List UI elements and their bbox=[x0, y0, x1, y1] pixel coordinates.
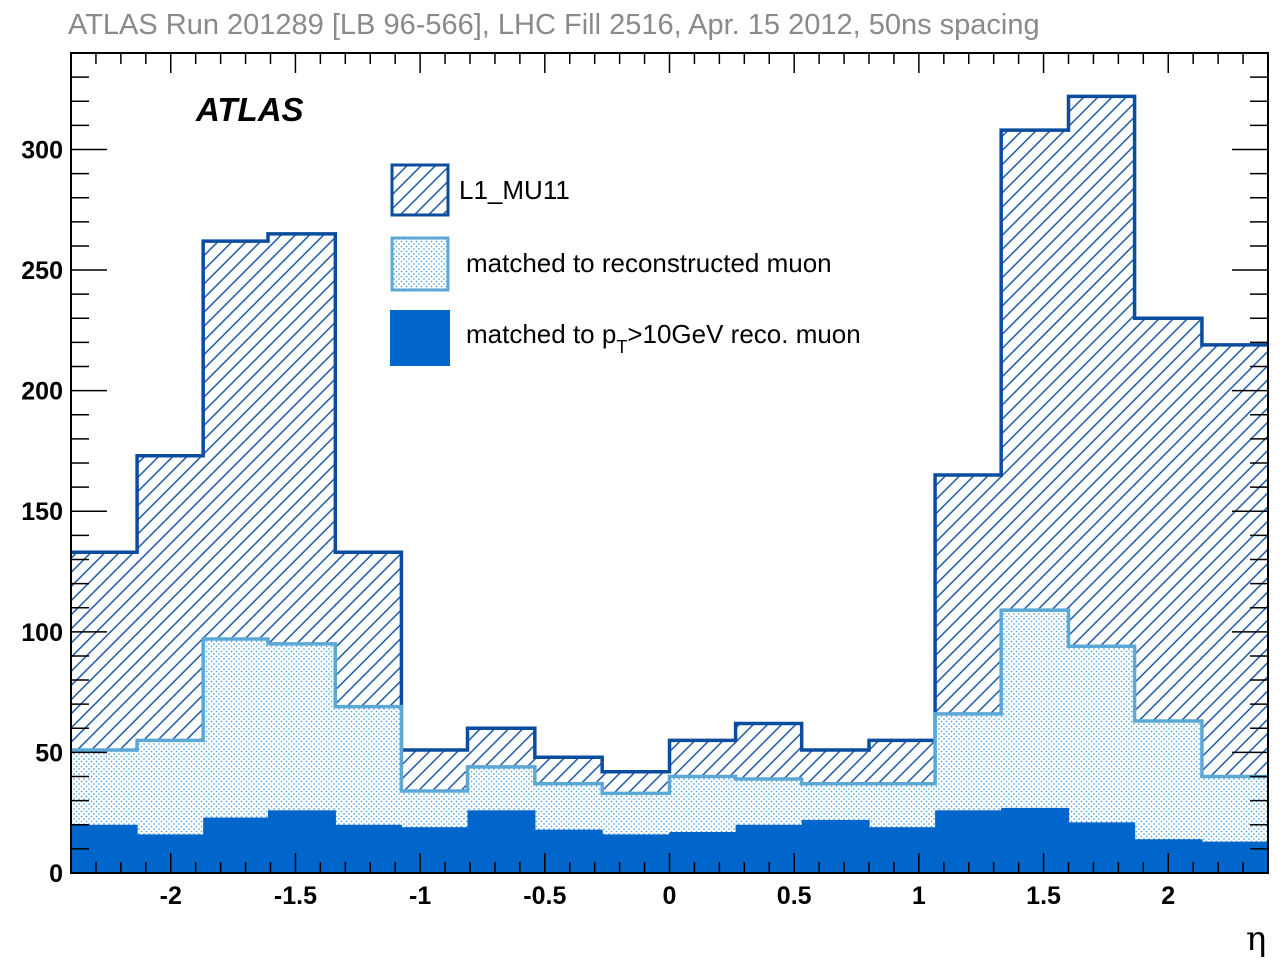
axes-layer: -2 -1.5 -1 -0.5 0 0.5 1 1.5 2 0 50 100 150 200 250 300 bbox=[21, 52, 1269, 910]
x-tick-label: 1.5 bbox=[1026, 882, 1061, 910]
bar-2-4 bbox=[335, 824, 403, 873]
x-tick-label: 2 bbox=[1161, 882, 1175, 910]
bar-2-3 bbox=[268, 810, 336, 873]
y-tick-label: 200 bbox=[21, 378, 63, 406]
x-tick-label: -1.5 bbox=[274, 882, 317, 910]
bar-2-12 bbox=[869, 827, 936, 873]
legend-entry-matched-reco: matched to reconstructed muon bbox=[390, 236, 832, 292]
legend-swatch-matched-reco bbox=[390, 236, 450, 292]
x-axis-label: η bbox=[1246, 919, 1266, 959]
y-tick-label: 0 bbox=[49, 860, 63, 888]
bar-2-2 bbox=[203, 817, 269, 873]
x-tick-label: -2 bbox=[160, 882, 182, 910]
bar-2-9 bbox=[669, 832, 737, 873]
x-tick-label: -0.5 bbox=[523, 882, 566, 910]
legend-entry-l1-mu11: L1_MU11 bbox=[390, 163, 570, 217]
bar-2-15 bbox=[1068, 822, 1136, 873]
bar-2-11 bbox=[801, 819, 870, 873]
y-tick-label: 300 bbox=[21, 136, 63, 164]
x-tick-label: 0.5 bbox=[777, 882, 812, 910]
legend-swatch-matched-pt10 bbox=[390, 310, 450, 366]
y-tick-label: 50 bbox=[35, 739, 63, 767]
bar-2-17 bbox=[1201, 841, 1269, 873]
x-tick-label: 1 bbox=[912, 882, 926, 910]
y-tick-label: 100 bbox=[21, 619, 63, 647]
x-tick-label: 0 bbox=[663, 882, 677, 910]
bar-2-6 bbox=[467, 810, 536, 873]
legend-swatch-l1-mu11 bbox=[390, 163, 450, 217]
series-outline-0 bbox=[71, 94, 1268, 774]
series-layer bbox=[71, 94, 1269, 874]
legend-label-l1-mu11: L1_MU11 bbox=[459, 175, 570, 205]
bar-2-14 bbox=[1001, 807, 1070, 873]
atlas-label: ATLAS bbox=[195, 91, 304, 128]
bar-2-5 bbox=[401, 827, 469, 873]
legend: L1_MU11 matched to reconstructed muon ma… bbox=[390, 163, 861, 366]
y-tick-label: 150 bbox=[21, 498, 63, 526]
y-tick-label: 250 bbox=[21, 257, 63, 285]
x-tick-label: -1 bbox=[409, 882, 431, 910]
legend-label-matched-reco: matched to reconstructed muon bbox=[466, 248, 832, 278]
series-outline-1 bbox=[71, 608, 1268, 796]
bar-2-7 bbox=[534, 829, 603, 873]
bar-2-8 bbox=[602, 834, 671, 873]
chart-title: ATLAS Run 201289 [LB 96-566], LHC Fill 2… bbox=[68, 9, 1040, 41]
legend-label-matched-pt10: matched to pT>10GeV reco. muon bbox=[466, 319, 861, 357]
legend-entry-matched-pt10: matched to pT>10GeV reco. muon bbox=[390, 310, 861, 366]
series-2 bbox=[71, 807, 1269, 873]
